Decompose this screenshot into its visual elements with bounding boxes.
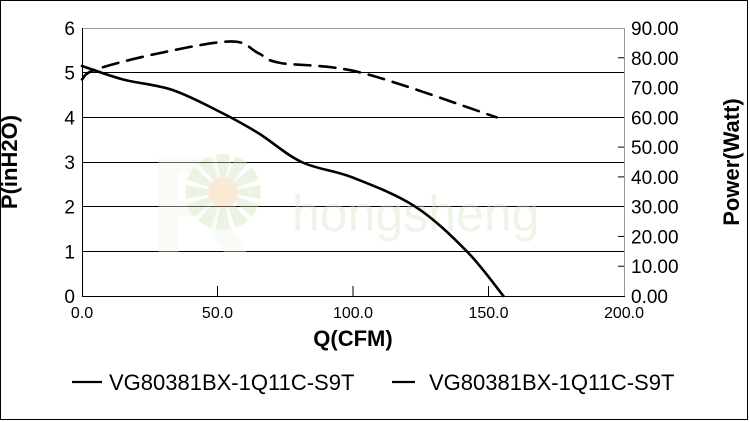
svg-text:50.00: 50.00: [631, 138, 679, 159]
svg-text:90.00: 90.00: [631, 19, 679, 40]
svg-text:4: 4: [64, 108, 75, 129]
svg-text:3: 3: [64, 153, 75, 174]
svg-text:150.0: 150.0: [468, 305, 508, 322]
svg-text:30.00: 30.00: [631, 198, 679, 219]
svg-text:VG80381BX-1Q11C-S9T: VG80381BX-1Q11C-S9T: [109, 370, 354, 395]
svg-text:0.00: 0.00: [631, 287, 668, 308]
svg-text:Power(Watt): Power(Watt): [719, 98, 744, 226]
svg-text:100.0: 100.0: [333, 305, 373, 322]
svg-text:20.00: 20.00: [631, 227, 679, 248]
svg-text:2: 2: [64, 198, 75, 219]
svg-text:80.00: 80.00: [631, 49, 679, 70]
svg-text:50.0: 50.0: [202, 305, 233, 322]
svg-text:1: 1: [64, 242, 75, 263]
svg-text:Q(CFM): Q(CFM): [313, 326, 392, 351]
svg-text:40.00: 40.00: [631, 168, 679, 189]
svg-text:70.00: 70.00: [631, 79, 679, 100]
svg-text:hongsheng: hongsheng: [292, 186, 539, 242]
svg-text:10.00: 10.00: [631, 257, 679, 278]
svg-text:P(inH2O): P(inH2O): [1, 115, 22, 209]
svg-text:6: 6: [64, 19, 75, 40]
svg-text:0.0: 0.0: [71, 305, 93, 322]
svg-text:60.00: 60.00: [631, 108, 679, 129]
svg-text:5: 5: [64, 64, 75, 85]
svg-text:VG80381BX-1Q11C-S9T: VG80381BX-1Q11C-S9T: [429, 370, 674, 395]
